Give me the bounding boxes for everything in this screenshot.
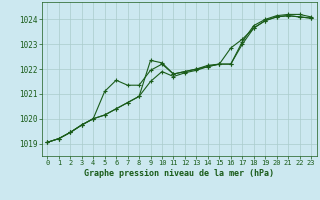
X-axis label: Graphe pression niveau de la mer (hPa): Graphe pression niveau de la mer (hPa): [84, 169, 274, 178]
